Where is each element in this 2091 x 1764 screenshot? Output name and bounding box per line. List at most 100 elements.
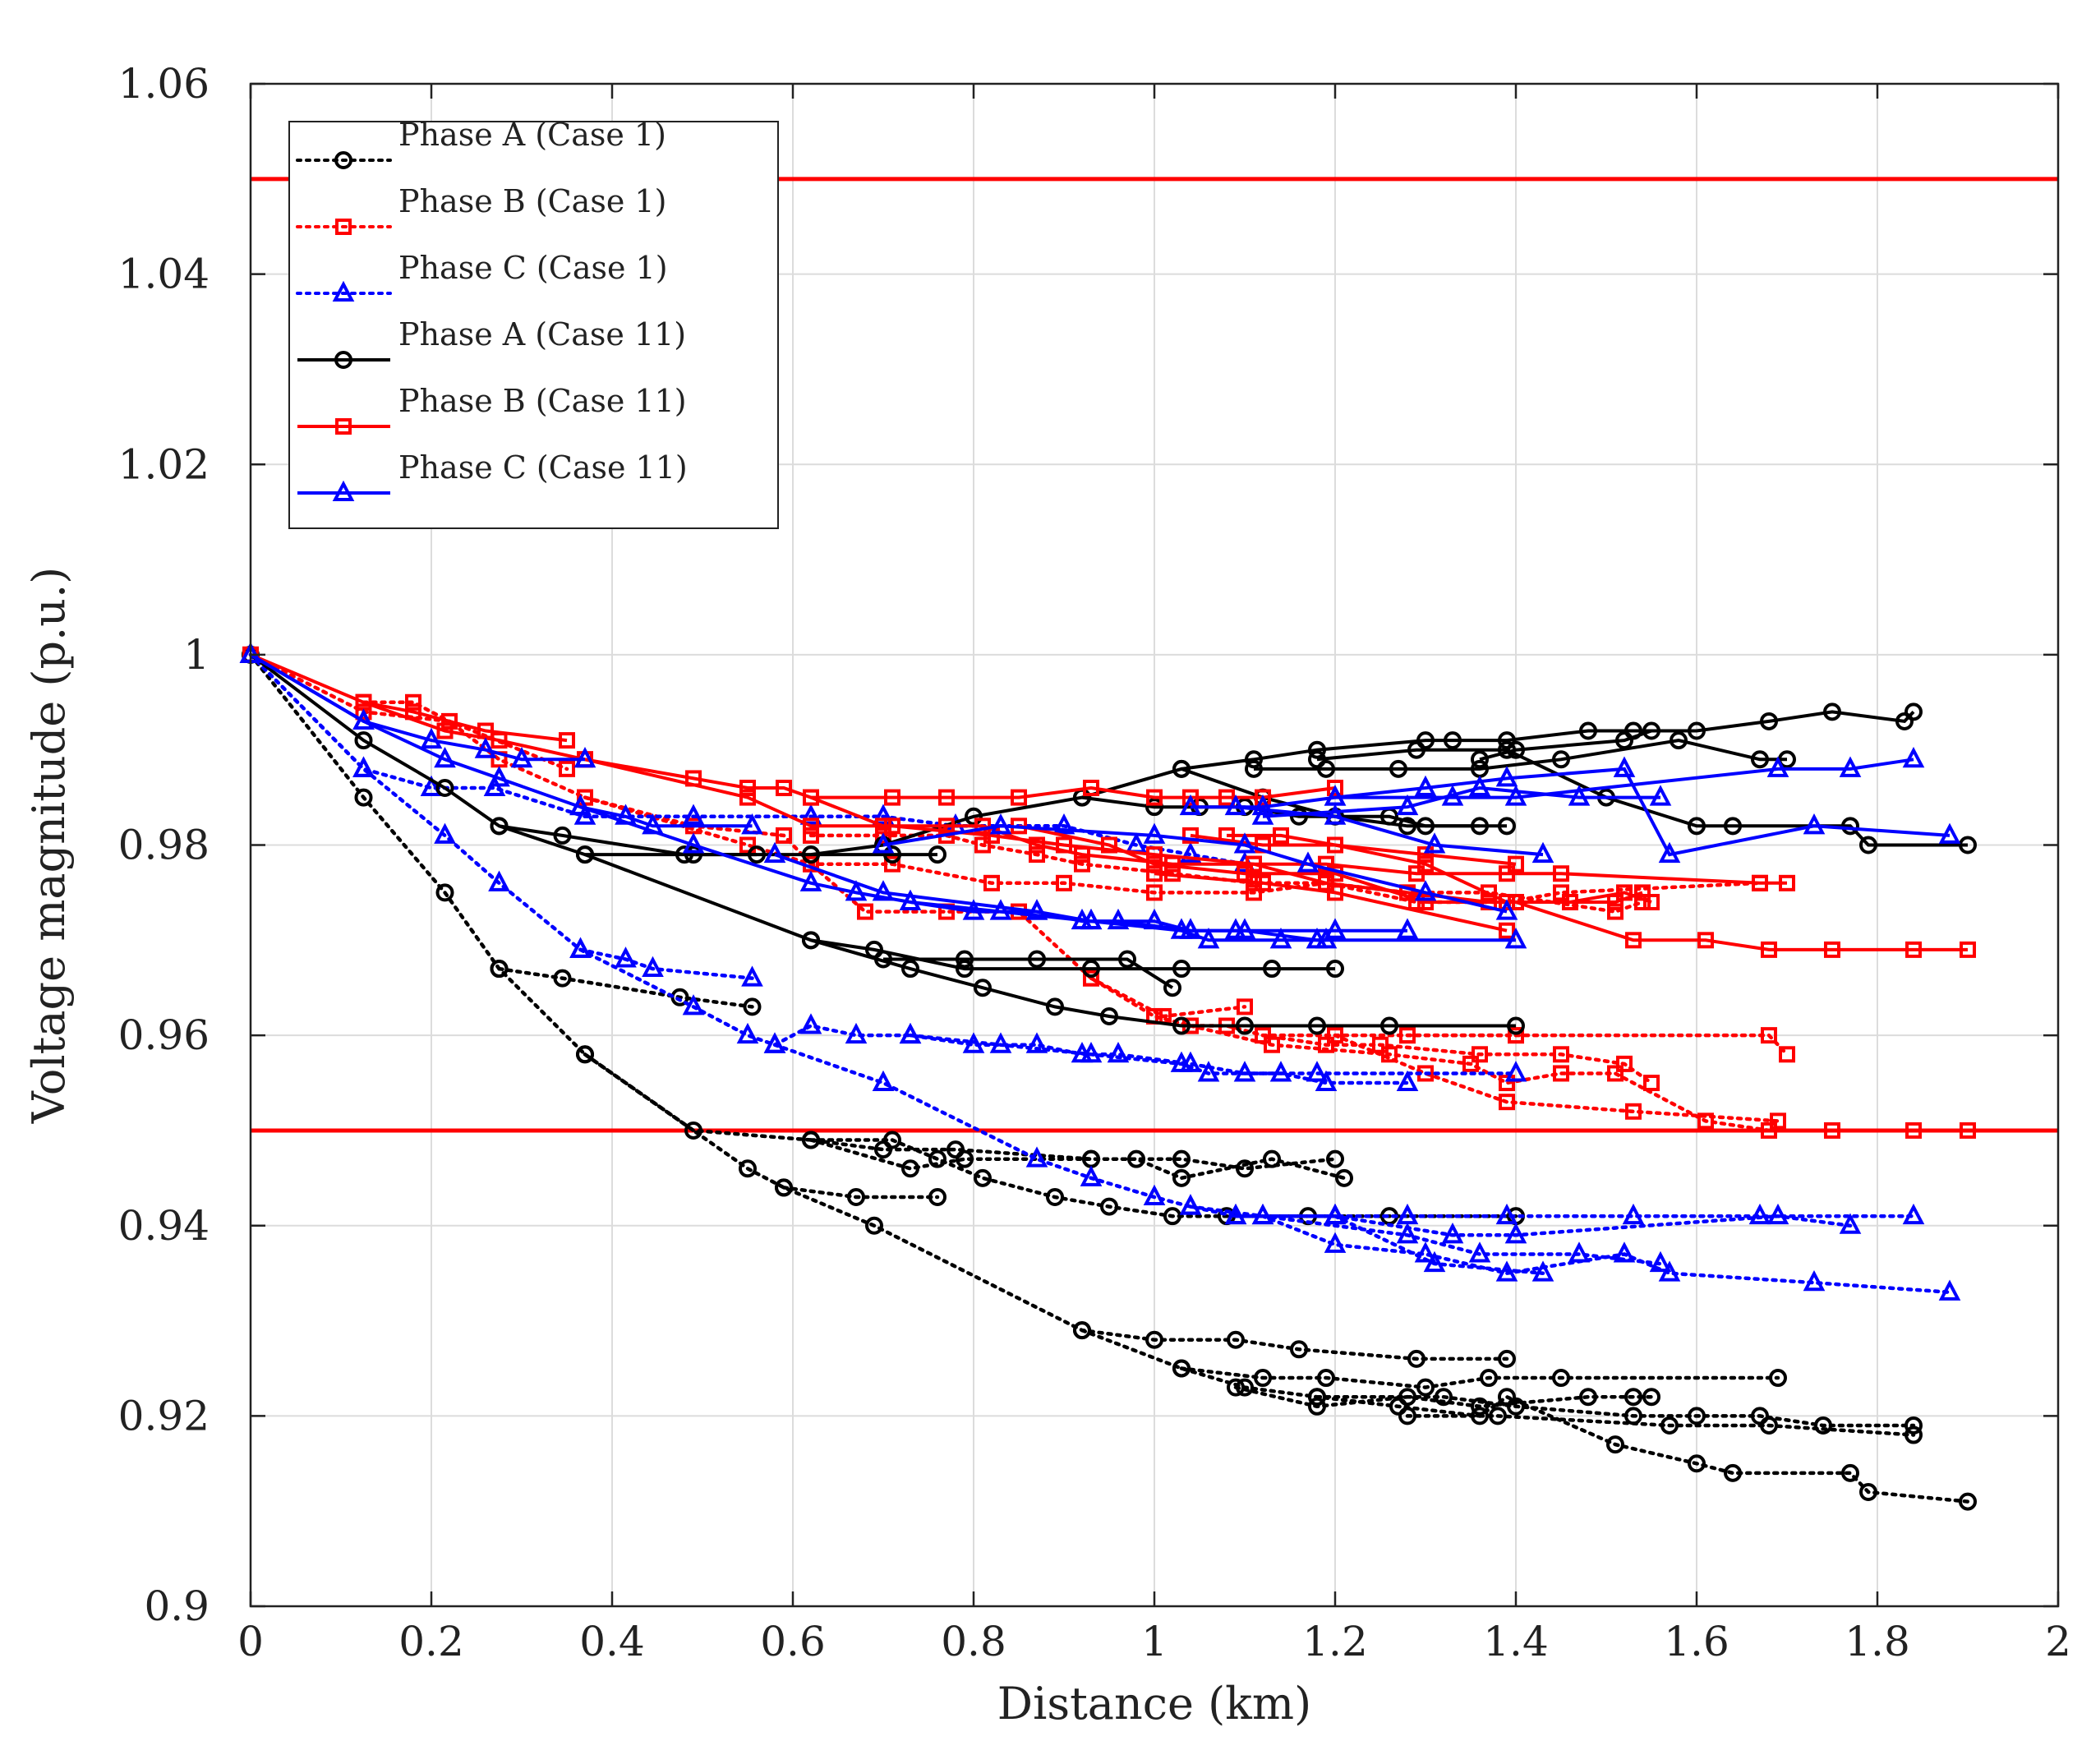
data-point — [845, 880, 868, 901]
data-point — [1495, 1260, 1518, 1282]
y-tick-label: 1.04 — [118, 251, 210, 298]
data-point — [1245, 759, 1263, 778]
data-point — [1498, 817, 1516, 836]
data-point — [1025, 1032, 1048, 1053]
data-point — [1318, 874, 1334, 891]
series-line — [1254, 739, 1787, 771]
series-line — [1080, 1328, 1970, 1504]
data-point — [739, 780, 756, 797]
x-tick-label: 0.4 — [579, 1618, 645, 1665]
data-point — [1197, 928, 1220, 949]
data-point — [956, 960, 974, 979]
data-point — [1423, 1250, 1446, 1273]
data-point — [1179, 841, 1202, 864]
series-2 — [239, 642, 1961, 1301]
data-point — [1324, 785, 1347, 806]
data-point — [1396, 794, 1419, 816]
data-point — [739, 789, 756, 806]
data-point — [1904, 1425, 1923, 1444]
data-point — [1568, 1241, 1591, 1263]
data-point — [874, 950, 892, 969]
data-point — [1246, 855, 1262, 873]
data-point — [1046, 1188, 1064, 1207]
data-point — [559, 760, 575, 777]
data-point — [1170, 918, 1193, 939]
data-point — [928, 845, 946, 864]
data-point — [576, 845, 594, 864]
data-point — [974, 1168, 992, 1187]
y-tick-label: 0.98 — [118, 822, 210, 869]
data-point — [1444, 731, 1462, 750]
data-point — [1670, 731, 1688, 750]
legend-item: Phase C (Case 11) — [297, 449, 688, 501]
data-point — [803, 789, 819, 806]
data-point — [1172, 1149, 1191, 1168]
data-point — [1396, 1223, 1419, 1244]
x-tick-label: 1.8 — [1845, 1618, 1910, 1665]
data-point — [1499, 1075, 1515, 1092]
data-point — [874, 1140, 892, 1159]
data-point — [1236, 1159, 1254, 1178]
series-line — [1405, 1414, 1916, 1437]
data-point — [1414, 775, 1437, 797]
y-tick-label: 1.06 — [118, 60, 210, 108]
data-point — [1080, 1041, 1103, 1063]
series-line — [1154, 872, 1508, 933]
data-point — [1224, 1203, 1247, 1225]
legend-label: Phase B (Case 1) — [398, 183, 666, 219]
data-point — [1324, 1203, 1347, 1225]
data-point — [1531, 1260, 1554, 1282]
data-point — [1905, 1121, 1922, 1139]
data-point — [1658, 841, 1681, 864]
data-point — [1498, 731, 1516, 750]
data-point — [1101, 836, 1117, 854]
legend-label: Phase C (Case 1) — [398, 250, 668, 286]
data-point — [1297, 851, 1320, 873]
data-point — [1197, 1061, 1220, 1082]
series-line — [1262, 785, 1660, 818]
legend-item: Phase B (Case 1) — [296, 183, 666, 235]
data-point — [1326, 1149, 1344, 1168]
tick-labels: 0 0.2 0.4 0.6 0.8 1 1.2 1.4 1.6 1.8 2 0.9 0.92 0.94 0.… — [118, 60, 2071, 1665]
x-tick-label: 0.8 — [941, 1618, 1006, 1665]
data-point — [1697, 932, 1714, 949]
data-point — [799, 804, 822, 825]
data-point — [1770, 1112, 1786, 1130]
data-point — [974, 979, 992, 997]
data-point — [1414, 880, 1437, 901]
data-point — [1318, 855, 1334, 873]
data-point — [1902, 746, 1925, 768]
y-axis-label: Voltage magnitude (p.u.) — [23, 567, 75, 1124]
data-point — [1769, 1369, 1787, 1388]
data-point — [1236, 1016, 1254, 1035]
data-point — [938, 789, 955, 806]
data-point — [803, 818, 819, 835]
data-point — [1823, 702, 1841, 721]
data-point — [1224, 794, 1247, 816]
series-line — [1181, 710, 1915, 771]
data-point — [1029, 836, 1045, 854]
data-point — [946, 1140, 965, 1159]
data-point — [1568, 785, 1591, 806]
data-point — [1938, 822, 1961, 844]
data-point — [1416, 731, 1435, 750]
data-point — [1441, 785, 1464, 806]
series-line — [781, 1186, 940, 1200]
data-point — [1507, 1397, 1525, 1416]
data-point — [875, 827, 891, 844]
data-point — [1625, 1103, 1642, 1120]
series-line — [808, 1138, 1347, 1181]
data-point — [1839, 1213, 1862, 1234]
data-point — [989, 813, 1012, 835]
data-point — [1498, 1349, 1516, 1368]
data-point — [1824, 941, 1840, 958]
data-point — [434, 822, 456, 844]
data-point — [965, 807, 983, 826]
data-point — [1553, 1065, 1569, 1082]
data-point — [1688, 1454, 1706, 1473]
data-point — [1579, 1388, 1597, 1407]
legend-marker — [334, 351, 352, 369]
series-line — [584, 758, 1787, 885]
series-line — [362, 700, 569, 771]
data-point — [1642, 1388, 1660, 1407]
